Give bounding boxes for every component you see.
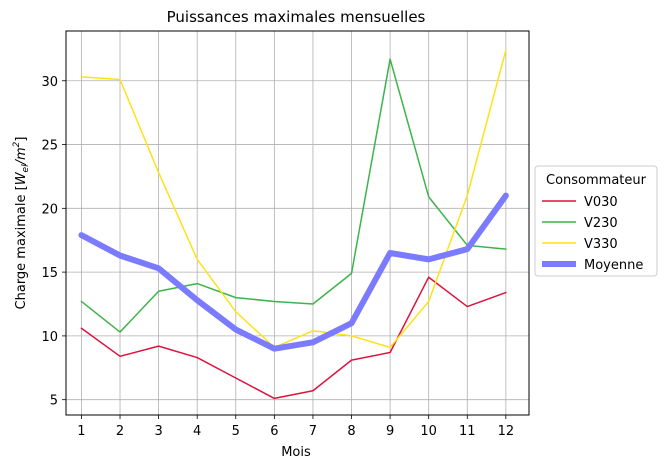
series-line-v030 bbox=[80, 276, 507, 400]
x-tick-label: 10 bbox=[420, 424, 437, 439]
x-axis-ticks: 1 2 3 4 5 6 7 8 9 10 11 12 bbox=[77, 415, 514, 439]
grid bbox=[66, 31, 529, 415]
x-tick-label: 11 bbox=[459, 424, 476, 439]
x-tick-label: 7 bbox=[309, 424, 317, 439]
legend: Consommateur V030 V230 V330 Moyenne bbox=[534, 165, 658, 277]
x-axis-label: Mois bbox=[281, 445, 311, 460]
series-lines bbox=[78, 49, 509, 400]
x-tick-label: 1 bbox=[77, 424, 85, 439]
series-line-v330 bbox=[80, 49, 507, 349]
x-tick-label: 6 bbox=[270, 424, 278, 439]
y-tick-label: 25 bbox=[41, 139, 58, 154]
chart-title: Puissances maximales mensuelles bbox=[167, 8, 426, 26]
x-tick-label: 4 bbox=[193, 424, 201, 439]
x-tick-label: 3 bbox=[154, 424, 162, 439]
x-tick-label: 5 bbox=[232, 424, 240, 439]
y-tick-label: 20 bbox=[41, 202, 58, 217]
x-tick-label: 12 bbox=[498, 424, 515, 439]
x-tick-label: 8 bbox=[347, 424, 355, 439]
legend-frame bbox=[534, 165, 658, 277]
legend-label-moyenne: Moyenne bbox=[584, 258, 643, 273]
x-tick-label: 9 bbox=[386, 424, 394, 439]
y-tick-label: 30 bbox=[41, 75, 58, 90]
legend-label-v030: V030 bbox=[584, 195, 618, 210]
y-tick-label: 10 bbox=[41, 330, 58, 345]
y-axis-label: Charge maximale [Wel/m2] bbox=[12, 137, 31, 310]
legend-title: Consommateur bbox=[546, 173, 647, 188]
legend-label-v330: V330 bbox=[584, 237, 618, 252]
y-tick-label: 15 bbox=[41, 266, 58, 281]
y-axis-ticks: 5 10 15 20 25 30 bbox=[41, 75, 66, 409]
series-line-moyenne bbox=[78, 192, 509, 352]
series-line-v230 bbox=[80, 58, 507, 333]
y-tick-label: 5 bbox=[50, 394, 58, 409]
x-tick-label: 2 bbox=[116, 424, 124, 439]
plot-frame bbox=[65, 30, 530, 416]
legend-label-v230: V230 bbox=[584, 216, 618, 231]
